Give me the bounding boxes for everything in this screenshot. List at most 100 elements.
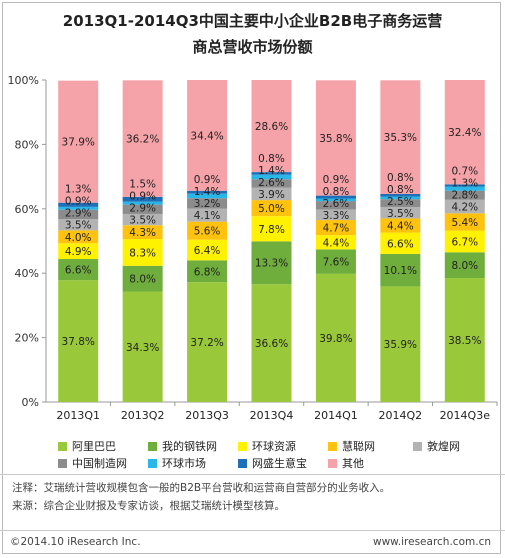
bar-segment — [122, 204, 163, 214]
bar-segment — [122, 225, 163, 240]
chart-source: 来源：综合企业财报及专家访谈，根据艾瑞统计模型核算。 — [12, 500, 285, 512]
bar-segment — [444, 190, 485, 200]
y-tick-label: 0% — [22, 396, 39, 409]
bar-segment — [444, 80, 485, 185]
data-label: 0.8% — [387, 184, 414, 196]
bar-segment — [187, 239, 228, 261]
data-label: 8.3% — [129, 247, 156, 259]
data-label: 10.1% — [384, 265, 417, 277]
bar-segment — [122, 239, 163, 266]
bar-segment — [58, 243, 99, 260]
data-label: 35.3% — [384, 132, 417, 144]
data-label: 4.4% — [323, 237, 350, 249]
bar-segment — [58, 202, 99, 207]
data-label: 8.0% — [129, 274, 156, 286]
data-label: 6.6% — [387, 238, 414, 250]
data-label: 38.5% — [448, 335, 481, 347]
bar-segment — [58, 230, 99, 244]
data-label: 0.9% — [323, 174, 350, 186]
bar-segment — [380, 232, 421, 254]
bar-segment — [444, 230, 485, 253]
bar-segment — [187, 198, 228, 209]
data-label: 4.1% — [194, 210, 221, 222]
data-label: 1.3% — [65, 184, 92, 196]
y-tick-label: 40% — [15, 267, 39, 280]
data-label: 0.9% — [65, 196, 92, 208]
data-label: 6.7% — [451, 236, 478, 248]
bar-segment — [380, 80, 421, 194]
bar-segment — [187, 260, 228, 283]
legend-item: 慧聪网 — [328, 438, 375, 454]
note-divider — [0, 474, 505, 475]
data-label: 13.3% — [255, 258, 288, 270]
data-label: 2.6% — [323, 198, 350, 210]
legend-swatch — [58, 441, 67, 451]
bar-segment — [251, 200, 292, 217]
bar-segment — [122, 196, 163, 202]
bar-segment — [380, 253, 421, 287]
bar-segment — [187, 221, 228, 240]
bar-segment — [251, 284, 292, 402]
bar-segment — [315, 198, 356, 202]
bar-segment — [122, 265, 163, 292]
data-label: 37.8% — [62, 336, 95, 348]
footer-divider — [0, 530, 505, 531]
bar-segment — [58, 80, 99, 203]
data-label: 0.9% — [194, 174, 221, 186]
data-label: 2.5% — [387, 196, 414, 208]
bar-segment — [187, 190, 228, 194]
bar-segment — [58, 259, 99, 281]
x-tick-label: 2014Q2 — [379, 409, 423, 422]
data-label: 0.8% — [387, 172, 414, 184]
legend-swatch — [148, 441, 157, 451]
legend-label: 其他 — [342, 457, 364, 470]
bar-segment — [58, 206, 99, 210]
legend-swatch — [328, 441, 337, 451]
chart-note: 注释：艾瑞统计营收规模包含一般的B2B平台营收和运营商自营部分的业务收入。 — [12, 482, 391, 494]
data-label: 5.0% — [258, 203, 285, 215]
bar-segment — [251, 187, 292, 201]
data-label: 2.6% — [258, 177, 285, 189]
data-label: 4.7% — [323, 223, 350, 235]
bar-segment — [380, 196, 421, 200]
x-tick-label: 2013Q3 — [185, 409, 229, 422]
data-label: 35.8% — [319, 133, 352, 145]
bar-segment — [380, 199, 421, 208]
data-label: 34.4% — [190, 130, 223, 142]
bar-segment — [380, 193, 421, 197]
data-label: 28.6% — [255, 121, 288, 133]
bar-segment — [187, 282, 228, 402]
bar-segment — [251, 80, 292, 173]
bar-segment — [187, 193, 228, 199]
data-label: 37.2% — [190, 337, 223, 349]
data-label: 32.4% — [448, 127, 481, 139]
data-label: 6.8% — [194, 266, 221, 278]
x-tick-label: 2014Q3e — [440, 409, 491, 422]
legend-swatch — [413, 441, 422, 451]
data-label: 34.3% — [126, 342, 159, 354]
data-label: 2.8% — [451, 190, 478, 202]
x-tick-label: 2013Q4 — [250, 409, 294, 422]
bar-segment — [58, 209, 99, 220]
data-label: 3.5% — [129, 215, 156, 227]
data-label: 39.8% — [319, 333, 352, 345]
data-label: 37.9% — [62, 137, 95, 149]
website-text: www.iresearch.com.cn — [372, 536, 491, 548]
data-label: 1.4% — [258, 165, 285, 177]
legend-label: 环球资源 — [252, 440, 296, 453]
data-label: 4.4% — [387, 221, 414, 233]
y-tick-label: 60% — [15, 203, 39, 216]
bar-segment — [444, 184, 485, 187]
data-label: 35.9% — [384, 339, 417, 351]
data-label: 36.2% — [126, 134, 159, 146]
chart-title-line2: 商总营收市场份额 — [192, 38, 313, 56]
bar-segment — [315, 235, 356, 250]
legend-label: 中国制造网 — [72, 457, 127, 470]
legend-label: 网盛生意宝 — [252, 457, 307, 470]
bar-segment — [122, 291, 163, 402]
data-label: 7.6% — [323, 257, 350, 269]
y-tick-label: 80% — [15, 138, 39, 151]
legend-item: 网盛生意宝 — [238, 455, 307, 471]
legend-item: 阿里巴巴 — [58, 438, 116, 454]
data-label: 7.8% — [258, 224, 285, 236]
